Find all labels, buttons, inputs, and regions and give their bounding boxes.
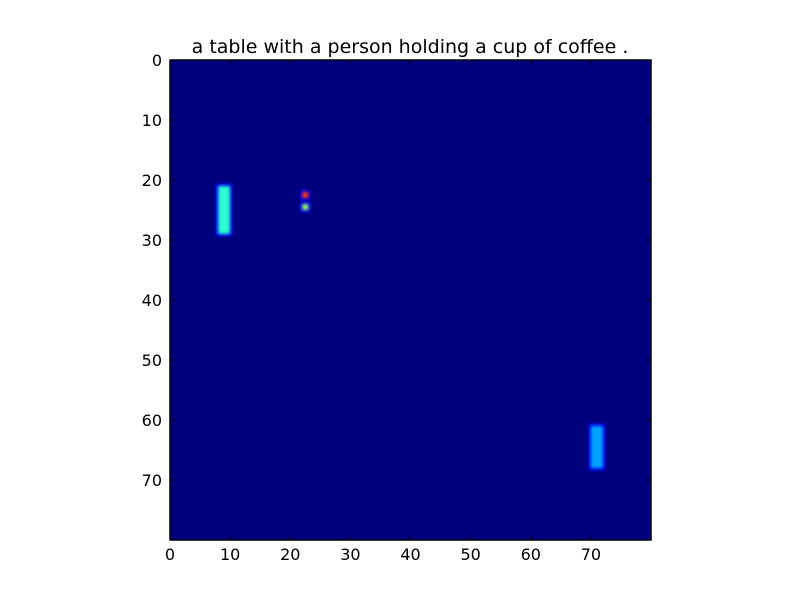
x-tick-label: 10 [220, 545, 240, 564]
y-tick-label: 10 [142, 111, 162, 130]
heatmap-cells [216, 184, 605, 470]
y-axis: 0 10 20 30 40 50 60 70 [142, 51, 651, 490]
x-axis: 0 10 20 30 40 50 60 70 [165, 60, 601, 564]
x-tick-label: 20 [280, 545, 300, 564]
y-tick-label: 70 [142, 471, 162, 490]
heatmap-background [170, 60, 651, 540]
chart-title: a table with a person holding a cup of c… [192, 36, 629, 58]
x-tick-label: 0 [165, 545, 175, 564]
y-tick-label: 50 [142, 351, 162, 370]
x-tick-label: 60 [521, 545, 541, 564]
x-tick-label: 50 [460, 545, 480, 564]
x-tick-label: 70 [581, 545, 601, 564]
heatmap-cell-2 [302, 192, 309, 198]
y-tick-label: 30 [142, 231, 162, 250]
x-tick-label: 30 [340, 545, 360, 564]
y-tick-label: 20 [142, 171, 162, 190]
heatmap-cell-1 [218, 186, 231, 234]
heatmap-cell-3 [302, 204, 309, 210]
y-tick-label: 0 [152, 51, 162, 70]
y-tick-label: 40 [142, 291, 162, 310]
y-tick-label: 60 [142, 411, 162, 430]
x-tick-label: 40 [400, 545, 420, 564]
heatmap-cell-4 [590, 426, 603, 468]
